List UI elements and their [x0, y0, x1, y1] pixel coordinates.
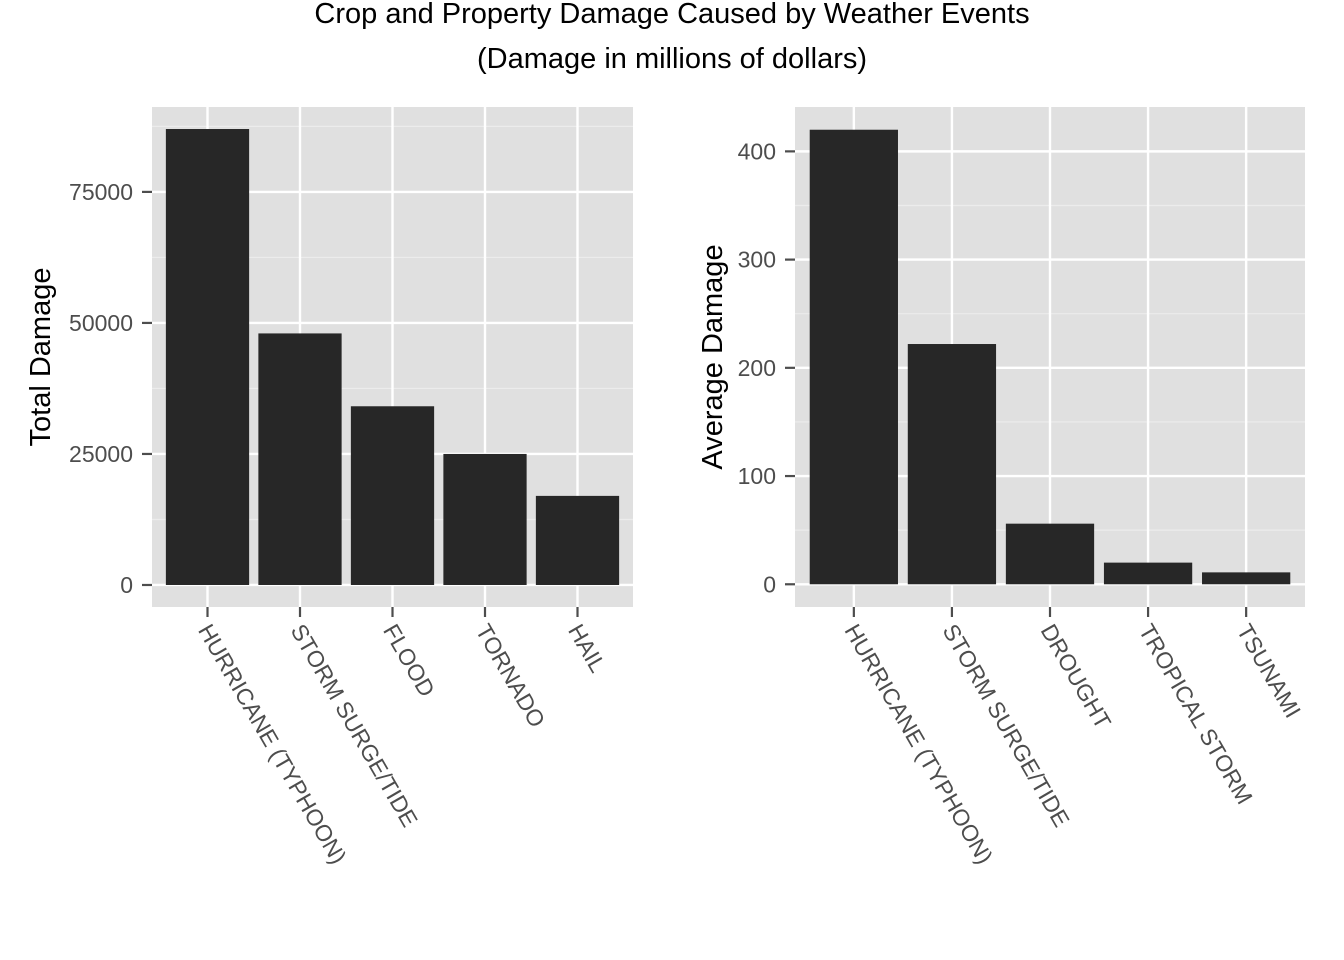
y-tick-label: 100: [738, 463, 776, 489]
y-tick-label: 300: [738, 247, 776, 273]
y-tick-label: 0: [763, 571, 776, 597]
bar: [535, 495, 620, 585]
y-tick-label: 75000: [69, 179, 133, 205]
y-axis-title: Average Damage: [697, 244, 729, 469]
bar: [809, 129, 898, 585]
bar: [443, 453, 527, 585]
y-axis-title: Total Damage: [25, 268, 57, 447]
chart-title: Crop and Property Damage Caused by Weath…: [314, 0, 1029, 30]
bar: [165, 129, 250, 585]
x-tick-label: TROPICAL STORM: [1134, 620, 1258, 809]
bar: [1202, 572, 1291, 585]
y-tick-label: 50000: [69, 310, 133, 336]
y-tick-label: 25000: [69, 441, 133, 467]
x-tick-label: HAIL: [563, 620, 611, 677]
y-tick-label: 200: [738, 355, 776, 381]
chart-subtitle: (Damage in millions of dollars): [477, 43, 867, 75]
bar: [350, 406, 435, 585]
y-tick-label: 0: [120, 572, 133, 598]
bar: [258, 333, 342, 585]
y-tick-label: 400: [738, 138, 776, 164]
x-tick-label: DROUGHT: [1036, 620, 1117, 734]
bar: [907, 344, 997, 585]
bar: [1005, 523, 1095, 585]
x-tick-label: FLOOD: [378, 620, 440, 702]
x-tick-label: TSUNAMI: [1232, 620, 1306, 723]
x-tick-label: TORNADO: [471, 620, 551, 732]
bar: [1103, 562, 1193, 585]
